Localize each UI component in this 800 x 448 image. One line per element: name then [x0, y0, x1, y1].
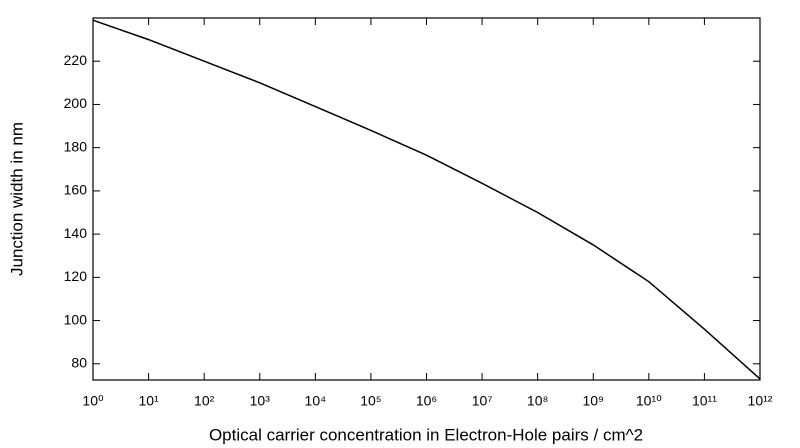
y-tick-label: 220 [64, 52, 88, 68]
x-tick-label: 10² [194, 393, 215, 409]
y-tick-label: 80 [71, 354, 87, 370]
x-tick-label: 10³ [250, 393, 271, 409]
x-tick-label: 10⁷ [472, 393, 493, 409]
x-tick-label: 10⁵ [360, 393, 381, 409]
y-tick-label: 180 [64, 138, 88, 154]
x-tick-label: 10⁰ [82, 393, 104, 409]
x-tick-label: 10¹ [138, 393, 159, 409]
x-axis-label: Optical carrier concentration in Electro… [209, 425, 643, 444]
x-tick-label: 10⁸ [527, 393, 549, 409]
plot-frame [92, 17, 761, 381]
y-tick-label: 160 [64, 182, 88, 198]
y-tick-label: 140 [64, 225, 88, 241]
data-line [92, 19, 761, 380]
x-tick-label: 10¹¹ [692, 393, 717, 409]
y-axis-label: Junction width in nm [7, 122, 26, 276]
x-tick-label: 10¹² [748, 393, 773, 409]
x-tick-label: 10⁶ [416, 393, 437, 409]
y-tick-label: 100 [64, 311, 88, 327]
x-tick-label: 10⁴ [305, 393, 327, 409]
y-tick-label: 120 [64, 268, 88, 284]
x-tick-label: 10¹⁰ [636, 393, 662, 409]
x-tick-label: 10⁹ [582, 393, 604, 409]
y-tick-label: 200 [64, 95, 88, 111]
